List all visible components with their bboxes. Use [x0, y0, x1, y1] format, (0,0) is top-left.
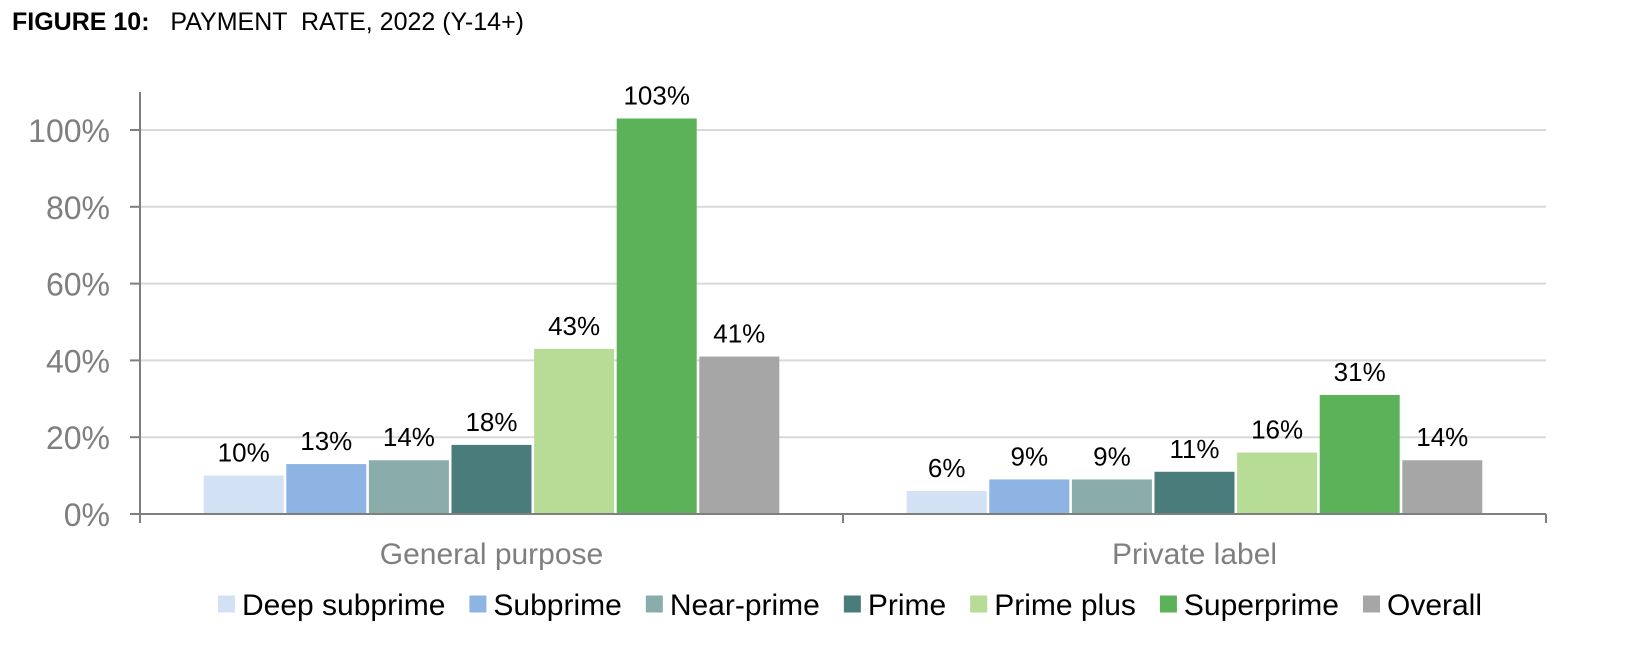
bar-deep-subprime [203, 475, 284, 514]
y-tick-label: 20% [46, 420, 110, 456]
category-label: Private label [1112, 538, 1277, 571]
y-tick-label: 40% [46, 343, 110, 379]
data-labels: 10% 13% 14% 18% 43% 103% 41% 6% 9% 9% 11% 16% 31% 14% [218, 80, 1469, 482]
figure-title: FIGURE 10: PAYMENT RATE, 2022 (Y-14+) [12, 8, 524, 37]
bar-near-prime [1071, 479, 1152, 514]
data-label-near-prime: 14% [383, 422, 435, 452]
legend-swatch-prime [843, 595, 861, 613]
bars [203, 118, 1483, 514]
data-label-overall: 41% [713, 319, 765, 349]
legend-swatch-subprime [469, 595, 487, 613]
bar-near-prime [368, 460, 449, 514]
bar-subprime [286, 464, 367, 514]
data-label-prime-plus: 43% [548, 311, 600, 341]
bar-prime [451, 444, 532, 514]
bar-prime-plus [534, 348, 615, 514]
y-tick-label: 0% [64, 497, 110, 533]
y-tick-label: 100% [28, 113, 110, 149]
legend-label: Near-prime [670, 589, 820, 622]
legend-label: Deep subprime [242, 589, 445, 622]
bar-prime [1154, 471, 1235, 514]
data-label-deep-subprime: 10% [218, 438, 270, 468]
legend-swatch-deep-subprime [217, 595, 235, 613]
legend-label: Prime plus [994, 589, 1136, 622]
bar-overall [1402, 460, 1483, 514]
data-label-superprime: 103% [623, 80, 690, 110]
legend-label: Prime [868, 589, 946, 622]
legend-swatch-near-prime [645, 595, 663, 613]
bar-subprime [989, 479, 1070, 514]
y-tick-label: 80% [46, 190, 110, 226]
legend-label: Overall [1387, 589, 1482, 622]
category-labels: General purpose Private label [380, 538, 1277, 571]
category-label: General purpose [380, 538, 603, 571]
legend-label: Superprime [1184, 589, 1339, 622]
grid-lines [140, 129, 1546, 439]
legend: Deep subprime Subprime Near-prime Prime Prim… [217, 589, 1482, 622]
x-axis [139, 92, 1547, 523]
figure-title-text: PAYMENT RATE, 2022 (Y-14+) [170, 8, 524, 36]
legend-swatch-overall [1362, 595, 1380, 613]
data-label-prime: 18% [465, 407, 517, 437]
bar-overall [699, 356, 780, 514]
data-label-prime: 11% [1169, 434, 1219, 464]
bar-superprime [616, 118, 697, 514]
data-label-near-prime: 9% [1093, 441, 1131, 471]
bar-prime-plus [1237, 452, 1318, 514]
y-tick-label: 60% [46, 267, 110, 303]
data-label-prime-plus: 16% [1251, 415, 1303, 445]
bar-superprime [1319, 394, 1400, 514]
data-label-deep-subprime: 6% [928, 453, 966, 483]
data-label-subprime: 9% [1011, 441, 1049, 471]
bar-deep-subprime [906, 490, 987, 514]
data-label-superprime: 31% [1334, 357, 1386, 387]
data-label-subprime: 13% [300, 426, 352, 456]
y-axis-ticks: 0% 20% 40% 60% 80% 100% [28, 113, 140, 533]
legend-swatch-prime-plus [970, 595, 988, 613]
legend-label: Subprime [493, 589, 621, 622]
figure-label: FIGURE 10: [12, 8, 150, 36]
data-label-overall: 14% [1416, 422, 1468, 452]
legend-swatch-superprime [1159, 595, 1177, 613]
